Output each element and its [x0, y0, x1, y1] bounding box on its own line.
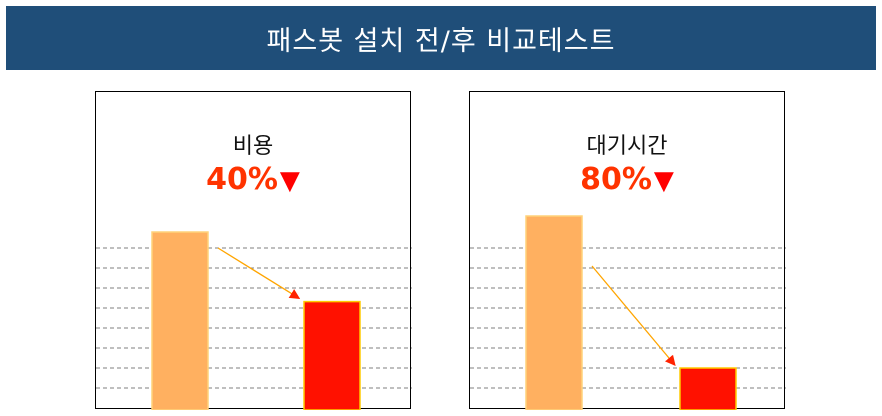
bar-after — [679, 367, 737, 410]
bar-before — [525, 215, 583, 410]
trend-arrow — [217, 247, 301, 299]
down-triangle-icon: ▼ — [279, 166, 300, 196]
header-banner: 패스봇 설치 전/후 비교테스트 — [6, 6, 876, 70]
reduction-value-wait-time: 80% — [580, 162, 652, 197]
chart-title-cost: 비용 — [232, 134, 274, 159]
page-title: 패스봇 설치 전/후 비교테스트 — [266, 25, 616, 57]
chart-plot-wait-time — [470, 215, 786, 410]
chart-panel-wait-time: 대기시간 80%▼ — [469, 91, 786, 410]
bar-before — [151, 231, 209, 410]
chart-title-wait-time: 대기시간 — [586, 134, 668, 159]
reduction-value-cost: 40% — [206, 162, 278, 197]
bar-after — [303, 300, 361, 410]
down-triangle-icon: ▼ — [653, 166, 674, 196]
chart-panel-cost: 비용 40%▼ — [95, 91, 412, 410]
reduction-badge-wait-time: 80%▼ — [470, 162, 784, 197]
trend-arrow — [591, 265, 676, 366]
reduction-badge-cost: 40%▼ — [96, 162, 410, 197]
chart-plot-cost — [96, 231, 412, 410]
